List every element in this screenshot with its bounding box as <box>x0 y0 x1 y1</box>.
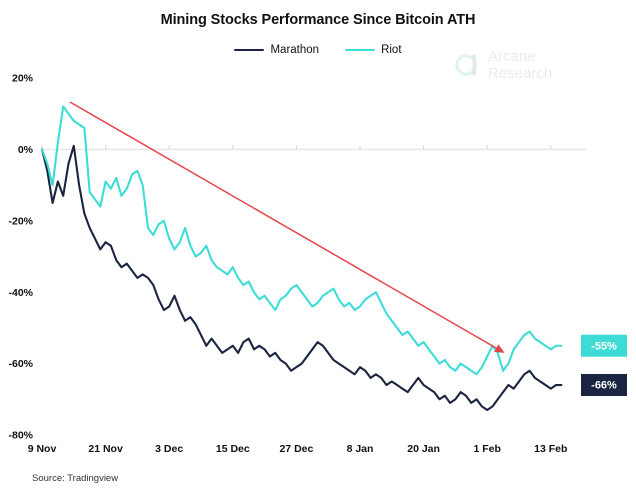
x-tick-label-5: 8 Jan <box>347 443 374 455</box>
legend-swatch-marathon <box>234 48 265 52</box>
y-tick-label-4: -60% <box>8 358 33 370</box>
y-tick-label-3: -40% <box>8 287 33 299</box>
chart-legend: Marathon Riot <box>0 44 636 56</box>
x-axis-labels: 9 Nov 21 Nov 3 Dec 15 Dec 27 Dec 8 Jan 20 Jan 1… <box>28 443 568 455</box>
legend-item-riot: Riot <box>345 44 402 56</box>
y-tick-label-5: -80% <box>8 430 33 442</box>
x-tick-label-3: 15 Dec <box>216 443 250 455</box>
y-tick-label-0: 20% <box>12 73 34 85</box>
riot-end-label-text: -55% <box>591 340 617 352</box>
trend-arrow-line <box>69 101 505 353</box>
data-series-group <box>40 105 563 412</box>
series-line-marathon <box>40 144 563 412</box>
legend-item-marathon: Marathon <box>234 44 319 56</box>
x-tick-label-0: 9 Nov <box>28 443 57 455</box>
source-note: Source: Tradingview <box>32 473 119 484</box>
marathon-end-label-text: -66% <box>591 380 617 392</box>
x-tick-label-2: 3 Dec <box>155 443 183 455</box>
x-tick-label-7: 1 Feb <box>473 443 500 455</box>
end-value-labels: -55% -66% <box>581 334 627 397</box>
y-axis-labels: 20% 0% -20% -40% -60% -80% <box>8 73 33 442</box>
x-tick-label-8: 13 Feb <box>534 443 567 455</box>
legend-label-marathon: Marathon <box>270 44 320 56</box>
y-tick-label-2: -20% <box>8 215 33 227</box>
y-tick-label-1: 0% <box>18 144 34 156</box>
trend-arrow-annotation <box>69 101 505 353</box>
series-line-riot <box>40 105 563 376</box>
x-tick-label-4: 27 Dec <box>279 443 313 455</box>
page-title: Mining Stocks Performance Since Bitcoin … <box>160 12 476 28</box>
riot-end-label-box <box>581 334 627 357</box>
legend-label-riot: Riot <box>381 44 402 56</box>
legend-swatch-riot <box>345 48 376 52</box>
x-tick-label-1: 21 Nov <box>88 443 123 455</box>
marathon-end-label-box <box>581 374 627 397</box>
x-tick-label-6: 20 Jan <box>407 443 440 455</box>
